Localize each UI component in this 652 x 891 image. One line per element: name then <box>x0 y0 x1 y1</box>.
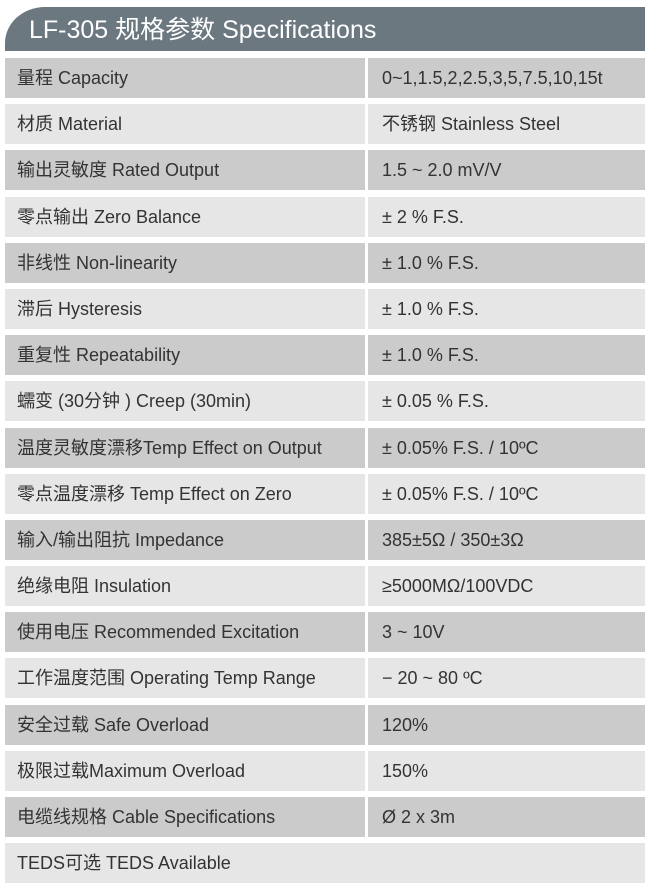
spec-row: 电缆线规格 Cable Specifications Ø 2 x 3m <box>5 797 645 837</box>
spec-title: LF-305 规格参数 Specifications <box>5 7 645 51</box>
spec-value: 120% <box>368 704 645 745</box>
spec-value: 385±5Ω / 350±3Ω <box>368 519 645 560</box>
spec-row: 非线性 Non-linearity ± 1.0 % F.S. <box>5 242 645 283</box>
spec-label: 滞后 Hysteresis <box>5 288 365 329</box>
spec-value: ± 0.05% F.S. / 10ºC <box>368 427 645 468</box>
spec-value: 0~1,1.5,2,2.5,3,5,7.5,10,15t <box>368 58 645 98</box>
spec-row: 材质 Material 不锈钢 Stainless Steel <box>5 104 645 145</box>
spec-label: 非线性 Non-linearity <box>5 242 365 283</box>
spec-value: ± 0.05 % F.S. <box>368 381 645 422</box>
spec-label: 输入/输出阻抗 Impedance <box>5 519 365 560</box>
spec-value: 3 ~ 10V <box>368 612 645 653</box>
spec-value: ± 1.0 % F.S. <box>368 335 645 376</box>
spec-label: 使用电压 Recommended Excitation <box>5 612 365 653</box>
spec-label: 安全过载 Safe Overload <box>5 704 365 745</box>
spec-label: 量程 Capacity <box>5 58 365 98</box>
spec-value: ± 0.05% F.S. / 10ºC <box>368 473 645 514</box>
spec-label: 绝缘电阻 Insulation <box>5 566 365 607</box>
spec-row: 工作温度范围 Operating Temp Range − 20 ~ 80 ºC <box>5 658 645 699</box>
spec-row: 零点输出 Zero Balance ± 2 % F.S. <box>5 196 645 237</box>
spec-value: ± 1.0 % F.S. <box>368 242 645 283</box>
spec-label: 蠕变 (30分钟 ) Creep (30min) <box>5 381 365 422</box>
spec-label: 输出灵敏度 Rated Output <box>5 150 365 191</box>
spec-row: 滞后 Hysteresis ± 1.0 % F.S. <box>5 288 645 329</box>
spec-row: 零点温度漂移 Temp Effect on Zero ± 0.05% F.S. /… <box>5 473 645 514</box>
spec-row: 输入/输出阻抗 Impedance 385±5Ω / 350±3Ω <box>5 519 645 560</box>
spec-label: 零点输出 Zero Balance <box>5 196 365 237</box>
spec-value: 1.5 ~ 2.0 mV/V <box>368 150 645 191</box>
teds-label: TEDS可选 TEDS Available <box>5 843 645 884</box>
spec-row: 蠕变 (30分钟 ) Creep (30min) ± 0.05 % F.S. <box>5 381 645 422</box>
spec-row: 重复性 Repeatability ± 1.0 % F.S. <box>5 335 645 376</box>
spec-label: 零点温度漂移 Temp Effect on Zero <box>5 473 365 514</box>
spec-row: 极限过载Maximum Overload 150% <box>5 750 645 791</box>
spec-label: 电缆线规格 Cable Specifications <box>5 797 365 837</box>
spec-label: 材质 Material <box>5 104 365 145</box>
spec-label: 工作温度范围 Operating Temp Range <box>5 658 365 699</box>
spec-row: 安全过载 Safe Overload 120% <box>5 704 645 745</box>
spec-row: 使用电压 Recommended Excitation 3 ~ 10V <box>5 612 645 653</box>
spec-row: 量程 Capacity 0~1,1.5,2,2.5,3,5,7.5,10,15t <box>5 58 645 98</box>
spec-value: ≥5000MΩ/100VDC <box>368 566 645 607</box>
spec-label: 温度灵敏度漂移Temp Effect on Output <box>5 427 365 468</box>
spec-value: ± 2 % F.S. <box>368 196 645 237</box>
spec-value: ± 1.0 % F.S. <box>368 288 645 329</box>
spec-row: 绝缘电阻 Insulation ≥5000MΩ/100VDC <box>5 566 645 607</box>
spec-value: 不锈钢 Stainless Steel <box>368 104 645 145</box>
spec-label: 极限过载Maximum Overload <box>5 750 365 791</box>
spec-value: 150% <box>368 750 645 791</box>
spec-row: 输出灵敏度 Rated Output 1.5 ~ 2.0 mV/V <box>5 150 645 191</box>
spec-row: 温度灵敏度漂移Temp Effect on Output ± 0.05% F.S.… <box>5 427 645 468</box>
spec-row-teds: TEDS可选 TEDS Available <box>5 843 645 884</box>
spec-value: Ø 2 x 3m <box>368 797 645 837</box>
spec-label: 重复性 Repeatability <box>5 335 365 376</box>
spec-value: − 20 ~ 80 ºC <box>368 658 645 699</box>
spec-table: 量程 Capacity 0~1,1.5,2,2.5,3,5,7.5,10,15t 材… <box>5 58 645 889</box>
